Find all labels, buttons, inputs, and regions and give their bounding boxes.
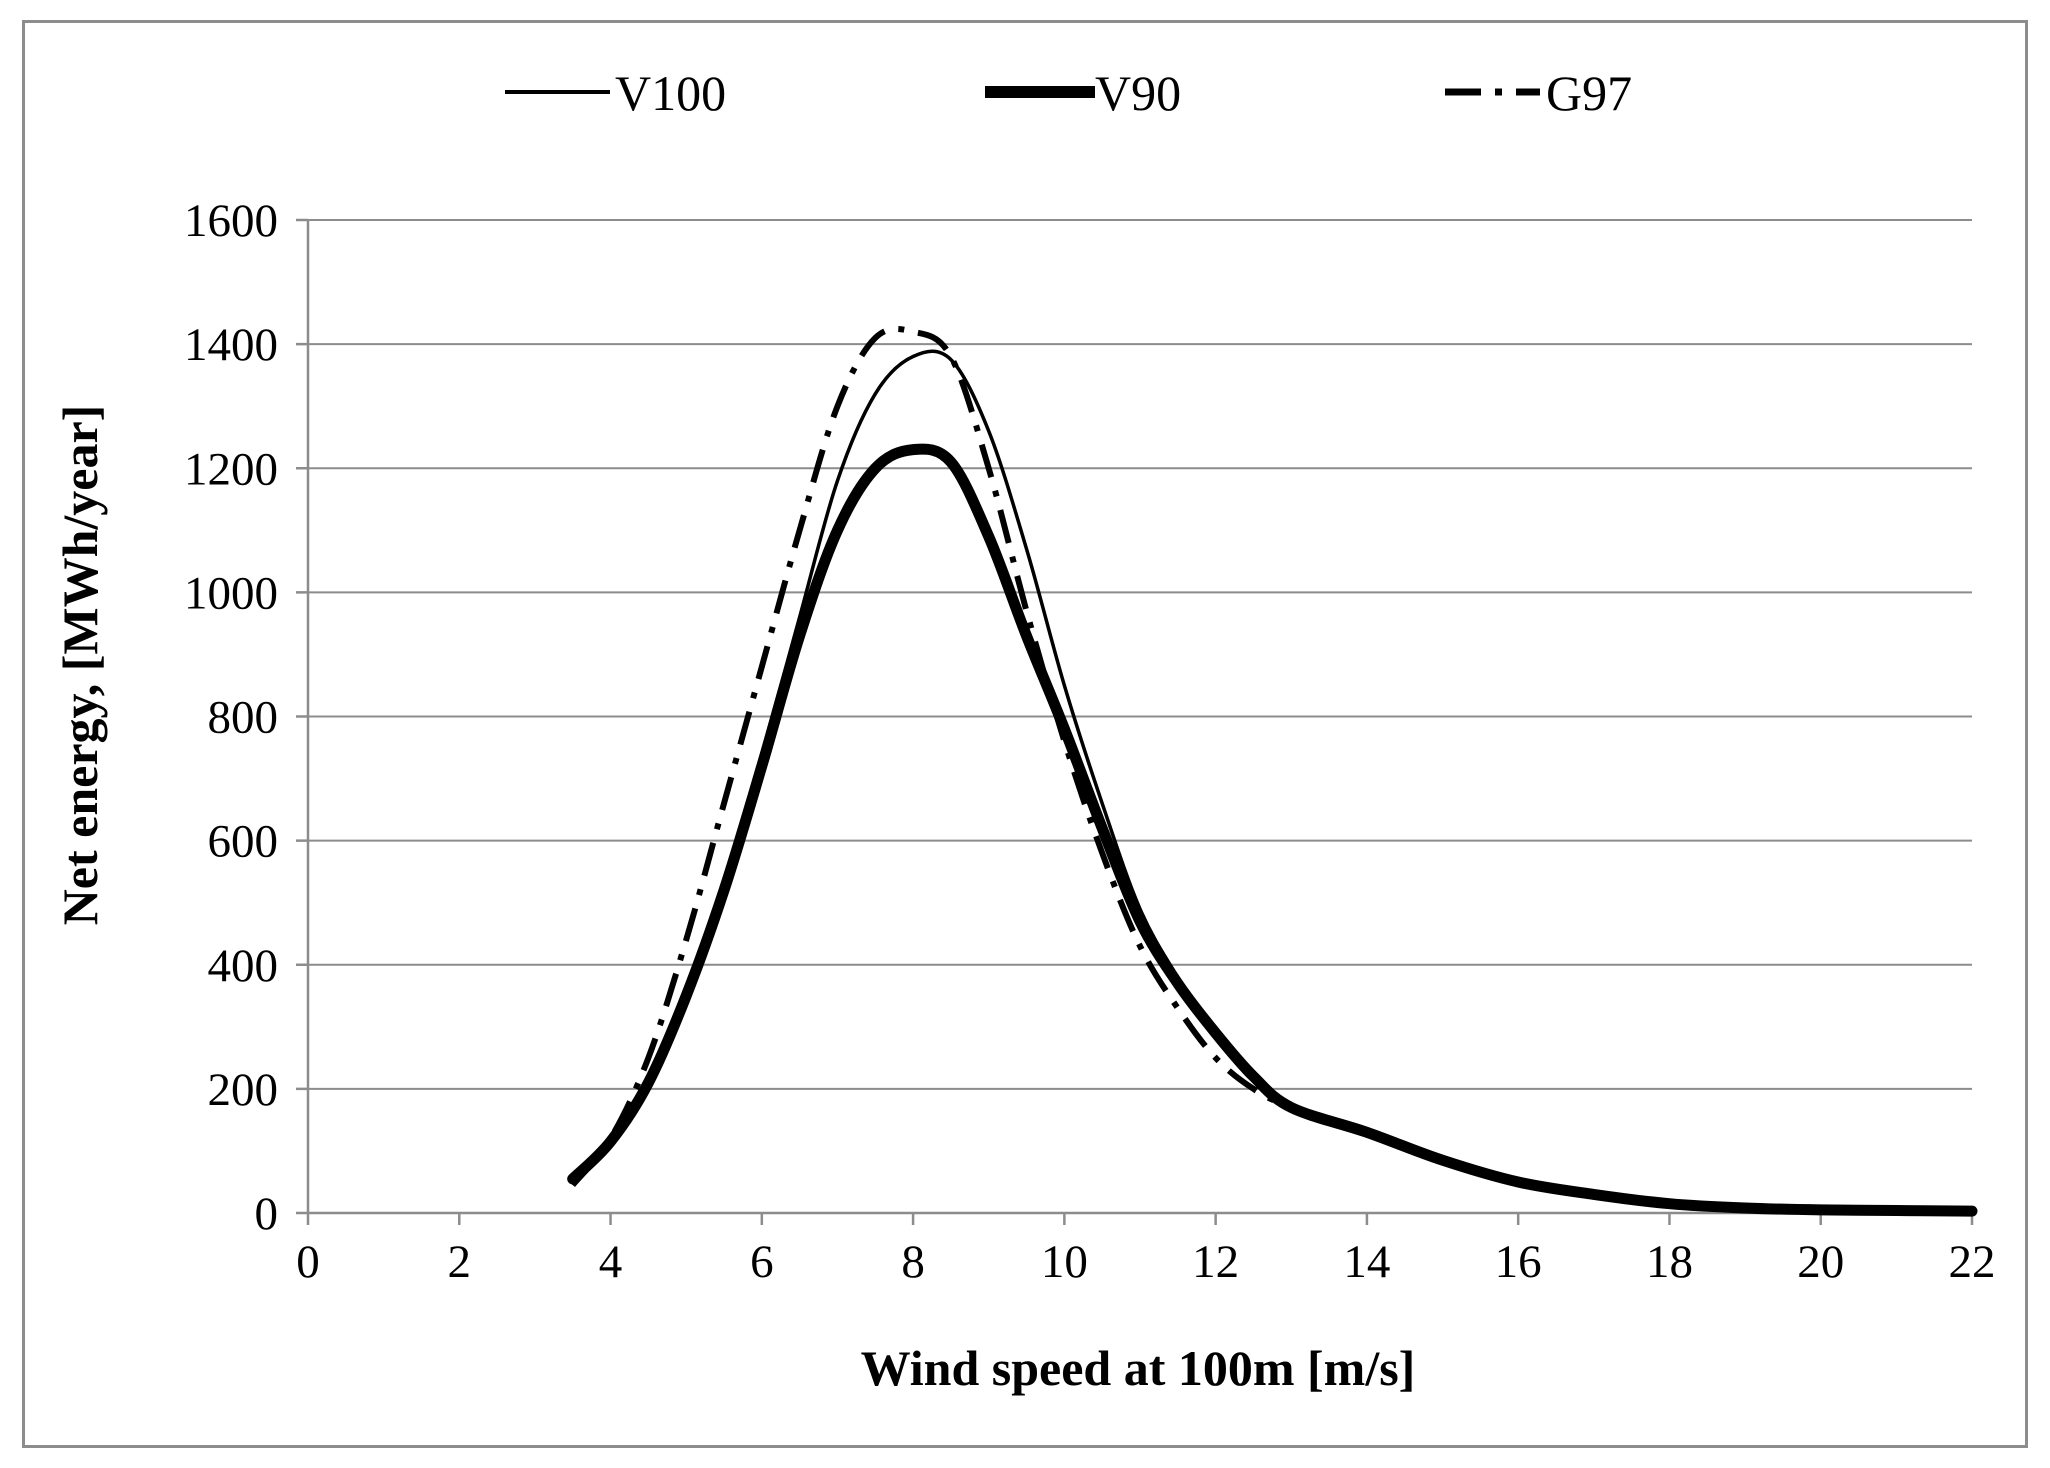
series-lines — [567, 325, 1978, 1217]
y-tick-label-1400: 1400 — [184, 319, 278, 371]
legend-label-g97: G97 — [1546, 65, 1632, 121]
axes — [296, 218, 1974, 1225]
y-tick-label-600: 600 — [208, 816, 279, 868]
y-tick-label-0: 0 — [255, 1188, 279, 1240]
x-tick-label-6: 6 — [750, 1236, 774, 1288]
x-tick-label-14: 14 — [1343, 1236, 1390, 1288]
y-tick-label-1600: 1600 — [184, 195, 278, 247]
series-line-g97 — [570, 325, 1973, 1215]
legend-label-v90: V90 — [1095, 65, 1181, 121]
x-tick-label-20: 20 — [1797, 1236, 1844, 1288]
x-tick-label-18: 18 — [1646, 1236, 1693, 1288]
y-tick-labels: 0 200 400 600 800 1000 1200 1400 1600 — [184, 195, 278, 1240]
x-tick-labels: 0 2 4 6 8 10 12 14 16 18 20 22 — [296, 1236, 1995, 1288]
x-tick-label-8: 8 — [901, 1236, 925, 1288]
y-tick-label-200: 200 — [208, 1064, 279, 1116]
gridlines — [308, 219, 1972, 1090]
series-line-v100 — [570, 349, 1974, 1213]
y-tick-label-1000: 1000 — [184, 567, 278, 619]
y-tick-label-400: 400 — [208, 940, 279, 992]
x-axis-title: Wind speed at 100m [m/s] — [861, 1340, 1416, 1396]
x-tick-label-10: 10 — [1041, 1236, 1088, 1288]
legend: V100 V90 G97 — [505, 65, 1632, 121]
y-tick-label-1200: 1200 — [184, 443, 278, 495]
x-tick-label-16: 16 — [1495, 1236, 1542, 1288]
x-tick-label-4: 4 — [599, 1236, 623, 1288]
x-tick-label-12: 12 — [1192, 1236, 1239, 1288]
legend-label-v100: V100 — [615, 65, 726, 121]
y-tick-label-800: 800 — [208, 692, 279, 744]
y-axis-title: Net energy, [MWh/year] — [52, 405, 108, 926]
x-tick-label-0: 0 — [296, 1236, 320, 1288]
x-tick-label-2: 2 — [448, 1236, 472, 1288]
x-tick-label-22: 22 — [1949, 1236, 1996, 1288]
